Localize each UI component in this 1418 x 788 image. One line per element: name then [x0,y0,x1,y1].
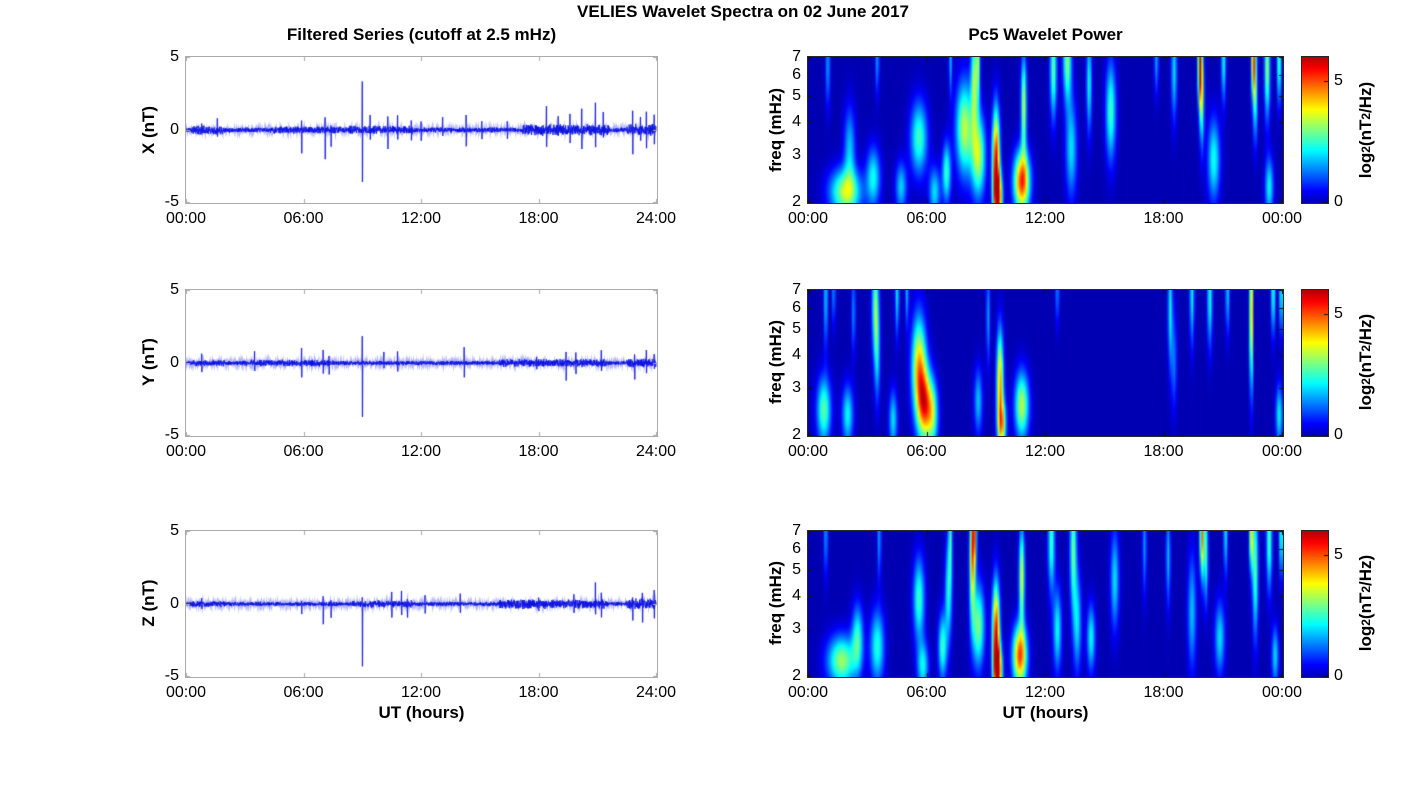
x-tick-label: 18:00 [518,443,559,460]
x-tick-label: 12:00 [1024,210,1066,227]
freq-tick-label: 5 [792,319,801,337]
filtered-series-plot-z [185,530,658,678]
x-tick-label: 06:00 [906,684,947,701]
spectrogram-column-title: Pc5 Wavelet Power [968,25,1123,44]
colorbar-tick-label: 5 [1334,546,1343,564]
colorbar-label-2: log 2 (nT 2/Hz) [1356,313,1375,411]
x-tick-label: 00:00 [1261,684,1303,701]
x-tick-label: 18:00 [518,684,559,701]
x-tick-label: 06:00 [283,443,324,460]
filtered-series-plot-x [185,56,658,204]
freq-tick-label: 2 [792,667,801,684]
freq-tick-label: 5 [792,86,801,104]
ut-axis-label-left: UT (hours) [378,703,465,722]
x-tick-label: 12:00 [400,443,442,460]
x-tick-label: 00:00 [165,684,207,701]
colorbar-2 [1301,289,1329,437]
x-tick-label: 00:00 [787,443,829,460]
x-tick-label: 24:00 [635,684,677,701]
ut-axis-label-right: UT (hours) [1002,703,1089,722]
colorbar-1 [1301,56,1329,204]
x-tick-label: 00:00 [787,684,829,701]
y-axis-label-x: X (nT) [139,105,158,155]
x-tick-label: 18:00 [1143,210,1184,227]
colorbar-tick-label: 0 [1334,667,1343,684]
y-tick-label: 5 [170,48,179,65]
x-tick-label: 24:00 [635,443,677,460]
x-tick-label: 18:00 [1143,443,1184,460]
freq-tick-label: 7 [792,522,801,539]
colorbar-label-1: log 2 (nT 2/Hz) [1356,81,1375,179]
freq-tick-label: 4 [792,586,801,604]
freq-tick-label: 5 [792,560,801,578]
x-tick-label: 00:00 [165,443,207,460]
freq-axis-label-3: freq (mHz) [766,560,785,646]
y-axis-label-z: Z (nT) [139,579,158,627]
colorbar-tick-label: 0 [1334,193,1343,210]
wavelet-power-heatmap-x [807,56,1284,204]
colorbar-tick-label: 0 [1334,426,1343,443]
x-tick-label: 00:00 [1261,443,1303,460]
freq-tick-label: 3 [792,379,801,397]
x-tick-label: 06:00 [906,443,947,460]
y-tick-label: 0 [170,120,179,138]
colorbar-label-3: log 2 (nT 2/Hz) [1356,554,1375,652]
timeseries-column-title: Filtered Series (cutoff at 2.5 mHz) [286,25,557,44]
colorbar-tick-label: 5 [1334,72,1343,90]
x-tick-label: 06:00 [283,210,324,227]
freq-tick-label: 6 [792,539,801,557]
x-tick-label: 00:00 [1261,210,1303,227]
freq-tick-label: 6 [792,298,801,316]
x-tick-label: 12:00 [1024,684,1066,701]
freq-tick-label: 2 [792,193,801,210]
x-tick-label: 18:00 [518,210,559,227]
x-tick-label: 12:00 [400,684,442,701]
freq-axis-label-1: freq (mHz) [766,87,785,173]
y-tick-label: 0 [170,594,179,612]
y-tick-label: 5 [170,281,179,298]
freq-tick-label: 4 [792,112,801,130]
x-tick-label: 18:00 [1143,684,1184,701]
x-tick-label: 00:00 [787,210,829,227]
freq-tick-label: 7 [792,48,801,65]
wavelet-power-heatmap-z [807,530,1284,678]
x-tick-label: 06:00 [283,684,324,701]
x-tick-label: 24:00 [635,210,677,227]
freq-tick-label: 2 [792,426,801,443]
x-tick-label: 06:00 [906,210,947,227]
freq-tick-label: 3 [792,620,801,638]
x-tick-label: 12:00 [400,210,442,227]
freq-tick-label: 4 [792,345,801,363]
x-tick-label: 12:00 [1024,443,1066,460]
colorbar-3 [1301,530,1329,678]
freq-tick-label: 7 [792,281,801,298]
y-tick-label: 0 [170,353,179,371]
freq-tick-label: 6 [792,65,801,83]
y-axis-label-y: Y (nT) [139,338,158,386]
y-tick-label: 5 [170,522,179,539]
figure-title: VELIES Wavelet Spectra on 02 June 2017 [577,2,909,21]
freq-tick-label: 3 [792,146,801,164]
colorbar-tick-label: 5 [1334,305,1343,323]
y-tick-label: -5 [164,667,179,684]
freq-axis-label-2: freq (mHz) [766,319,785,405]
filtered-series-plot-y [185,289,658,437]
x-tick-label: 00:00 [165,210,207,227]
y-tick-label: -5 [164,193,179,210]
y-tick-label: -5 [164,426,179,443]
wavelet-power-heatmap-y [807,289,1284,437]
